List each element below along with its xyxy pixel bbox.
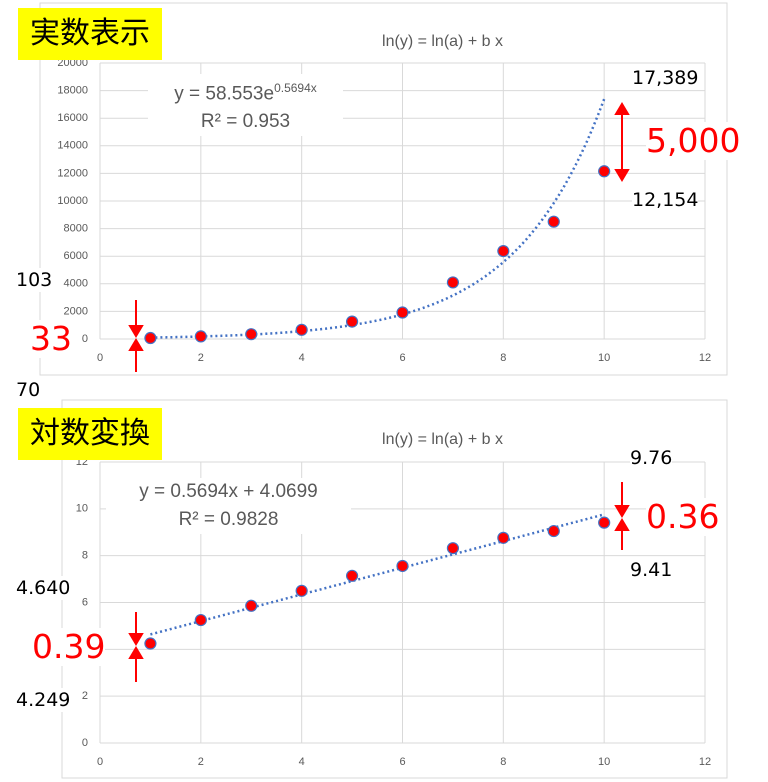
point	[547, 524, 560, 538]
arrow-head	[614, 518, 630, 531]
point	[144, 331, 157, 345]
point	[295, 584, 308, 597]
arrow-head	[128, 646, 144, 659]
point	[144, 637, 157, 650]
chart-label: 実数表示	[18, 8, 162, 60]
chart-layer: ln(y) = ln(a) + b x020004000600080001000…	[39, 2, 728, 779]
trend-equation: y = 58.553e0.5694x R² = 0.953	[148, 74, 343, 137]
x-tick-label: 0	[97, 756, 103, 768]
point	[194, 330, 207, 343]
y-tick-label: 14000	[57, 140, 88, 152]
point	[245, 328, 258, 341]
point	[396, 306, 409, 319]
annotation: 0.39	[32, 627, 106, 666]
x-tick-label: 12	[699, 352, 711, 364]
point	[497, 244, 510, 258]
arrow-head	[614, 505, 630, 518]
point	[345, 569, 359, 582]
y-tick-label: 0	[82, 737, 88, 749]
x-tick-label: 12	[699, 756, 711, 768]
chart-title: ln(y) = ln(a) + b x	[382, 431, 503, 448]
chart-frame	[39, 2, 728, 376]
annotation: 0.36	[646, 497, 720, 536]
equation: y = 0.5694x + 4.0699	[139, 481, 318, 502]
y-tick-label: 6000	[64, 250, 88, 262]
y-tick-label: 8000	[64, 223, 88, 235]
annotation: 17,389	[632, 66, 699, 90]
point	[547, 215, 560, 228]
x-tick-label: 10	[598, 352, 610, 364]
equation: y = 58.553e	[174, 83, 275, 105]
trendline	[150, 98, 606, 339]
point	[295, 323, 308, 336]
x-tick-label: 8	[500, 756, 506, 768]
arrow-head	[614, 102, 630, 182]
x-tick-label: 10	[598, 756, 610, 768]
x-tick-label: 2	[198, 756, 204, 768]
chart-frame	[61, 399, 728, 779]
annotation: 103	[16, 268, 53, 292]
r-squared: R² = 0.953	[200, 111, 291, 133]
point	[446, 542, 460, 555]
point	[598, 165, 611, 178]
chart-title: ln(y) = ln(a) + b x	[382, 33, 503, 50]
x-tick-label: 6	[399, 352, 405, 364]
y-tick-label: 6	[82, 596, 88, 608]
annotation: 12,154	[632, 188, 699, 212]
x-tick-label: 4	[299, 352, 305, 364]
point	[194, 613, 207, 627]
annotation: 9.76	[630, 446, 673, 470]
y-tick-label: 10	[76, 503, 88, 515]
x-tick-label: 2	[198, 352, 204, 364]
y-tick-label: 10000	[57, 195, 88, 207]
annotation: 33	[30, 319, 72, 358]
y-tick-label: 4000	[64, 278, 88, 290]
equation-exponent: 0.5694x	[274, 81, 317, 95]
y-tick-label: 2	[82, 690, 88, 702]
point	[396, 559, 409, 573]
annotation: 70	[16, 378, 41, 402]
arrows	[128, 102, 630, 682]
point	[598, 516, 611, 529]
chart-label: 対数変換	[18, 408, 162, 460]
trendline	[150, 513, 605, 636]
y-tick-label: 0	[82, 333, 88, 345]
trend-equation: y = 0.5694x + 4.0699 R² = 0.9828	[106, 478, 351, 534]
y-tick-label: 2000	[64, 305, 88, 317]
x-tick-label: 6	[399, 756, 405, 768]
point	[446, 276, 460, 289]
r-squared: R² = 0.9828	[178, 509, 279, 530]
x-tick-label: 0	[97, 352, 103, 364]
point	[245, 599, 258, 612]
annotation: 4.640	[16, 576, 71, 600]
arrow-head	[128, 325, 144, 338]
arrow-head	[128, 633, 144, 646]
annotation: 9.41	[630, 558, 673, 582]
point	[497, 531, 510, 544]
y-tick-label: 8	[82, 550, 88, 562]
y-tick-label: 18000	[57, 85, 88, 97]
point	[345, 315, 359, 328]
y-tick-label: 16000	[57, 112, 88, 124]
arrow-head	[128, 338, 144, 351]
annotation: 5,000	[646, 121, 741, 160]
x-tick-label: 4	[299, 756, 305, 768]
y-tick-label: 12000	[57, 167, 88, 179]
annotation: 4.249	[16, 688, 71, 712]
x-tick-label: 8	[500, 352, 506, 364]
